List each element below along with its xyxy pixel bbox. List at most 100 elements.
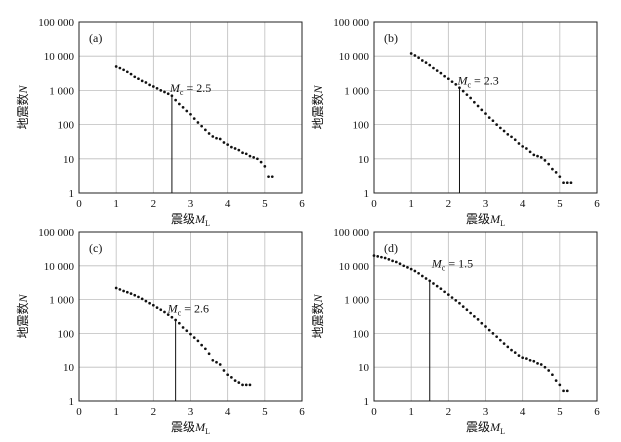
panel-d-data-point <box>387 258 391 261</box>
panel-a-x-tick-label: 2 <box>151 198 157 210</box>
panel-c-data-point <box>241 383 244 387</box>
panel-a-data-point <box>185 109 189 113</box>
panel-a-data-point <box>163 90 166 94</box>
panel-b-y-tick-label: 100 000 <box>333 17 369 29</box>
panel-d-data-point <box>510 348 513 352</box>
panel-a-data-point <box>174 98 177 102</box>
panel-a-data-point <box>207 132 211 135</box>
panel-b-data-point <box>469 96 472 100</box>
panel-d-x-tick-label: 3 <box>483 406 489 418</box>
panel-d-data-point <box>525 357 528 360</box>
panel-b-data-point <box>565 181 569 185</box>
panel-a-mc-label-value: = 2.5 <box>183 81 211 95</box>
panel-c-x-tick-label: 1 <box>113 406 119 418</box>
panel-c-data-point <box>196 339 200 343</box>
panel-d-data-point <box>502 342 506 345</box>
panel-d-data-point <box>513 351 517 354</box>
panel-c-data-point <box>114 286 118 290</box>
panel-c-data-point <box>248 383 252 387</box>
panel-a-data-point <box>133 75 137 79</box>
panel-c-data-point <box>215 360 218 364</box>
panel-b-mc-label-var: M <box>456 73 468 87</box>
panel-d-y-axis-label: 地震数N <box>310 294 325 339</box>
panel-a-y-tick-label: 100 000 <box>38 17 74 29</box>
panel-b-data-point <box>424 61 428 64</box>
panel-a-data-point <box>155 86 159 90</box>
panel-c-data-point <box>137 295 140 299</box>
panel-b-data-point <box>551 167 554 171</box>
panel-d-x-tick-label: 0 <box>371 406 377 418</box>
panel-d-data-point <box>558 383 562 387</box>
panel-d-data-point <box>539 363 543 366</box>
panel-a-y-axis-label: 地震数N <box>15 85 30 130</box>
panel-c-data-point <box>211 358 215 362</box>
panel-b-data-point <box>528 150 532 154</box>
panel-b-y-tick-label: 1 000 <box>344 85 369 97</box>
panel-a-data-point <box>200 124 203 128</box>
panel-d-data-point <box>499 338 502 342</box>
panel-b-data-point <box>473 100 476 104</box>
panel-c-y-tick-label: 10 <box>63 362 75 374</box>
panel-a-data-point <box>159 89 163 92</box>
panel-c-data-point <box>181 326 185 329</box>
panel-a-data-point <box>211 135 215 138</box>
panel-a-data-point <box>189 112 192 116</box>
panel-d-data-point <box>528 358 532 362</box>
panel-d-data-point <box>420 274 424 278</box>
panel-a-x-axis-label-prefix: 震级 <box>171 212 195 226</box>
panel-c-x-tick-label: 0 <box>76 406 82 418</box>
panel-a-data-point <box>181 105 185 109</box>
panel-c-data-point <box>207 352 211 356</box>
panel-c-data-point <box>226 373 230 377</box>
panel-d-data-point <box>543 365 547 369</box>
panel-b-data-point <box>562 181 565 185</box>
panel-a-data-point <box>140 79 144 83</box>
panel-d-data-point <box>491 332 495 335</box>
panel-b-y-tick-label: 10 000 <box>339 51 370 63</box>
panel-a-y-tick-label: 100 <box>58 120 75 132</box>
panel-d-data-point <box>391 259 394 263</box>
panel-b-data-point <box>409 52 413 55</box>
panel-b-mc-label-value: = 2.3 <box>471 73 499 87</box>
panel-c-data-point <box>230 376 233 379</box>
panel-c-y-tick-label: 10 000 <box>44 261 75 273</box>
panel-d-data-point <box>465 308 469 312</box>
panel-b-data-point <box>510 135 513 139</box>
panel-a-plot-frame <box>78 21 303 194</box>
panel-c-mc-label-sub: c <box>178 308 182 317</box>
panel-d-data-point <box>394 260 398 264</box>
panel-a-y-tick-label: 1 000 <box>49 85 74 97</box>
panel-d-x-tick-label: 5 <box>557 406 563 418</box>
panel-a-x-tick-label: 3 <box>188 198 194 210</box>
panel-b-x-axis-label-var: M <box>489 212 501 226</box>
panel-a-data-point <box>166 92 170 96</box>
panel-c-x-axis-label-sub: L <box>205 427 210 436</box>
panel-c-data-point <box>151 303 155 307</box>
panel-a-data-point <box>270 175 274 179</box>
panel-a-panel-label: (a) <box>89 31 102 45</box>
panel-d-mc-label-value: = 1.5 <box>445 256 473 270</box>
panel-d-data-point <box>446 293 450 297</box>
panel-a-data-point <box>148 83 151 87</box>
panel-b-data-point <box>446 77 450 81</box>
panel-a-data-point <box>204 128 207 132</box>
panel-d-data-point <box>432 282 435 285</box>
panel-d-data-point <box>398 262 402 266</box>
panel-a-data-point <box>237 148 241 152</box>
panel-d-data-point <box>536 361 539 365</box>
panel-a-data-point <box>196 121 200 124</box>
panel-b-data-point <box>417 56 420 60</box>
panel-d-x-tick-label: 1 <box>408 406 414 418</box>
panel-d-plot-frame <box>373 231 598 402</box>
panel-c-data-point <box>118 288 122 291</box>
panel-b-mc-label: Mc = 2.3 <box>456 73 498 89</box>
panel-c-mc-label: Mc = 2.6 <box>167 301 209 317</box>
panel-b-x-axis-label: 震级ML <box>466 212 505 228</box>
panel-d-data-point <box>413 269 417 273</box>
panel-d-x-tick-label: 2 <box>446 406 452 418</box>
panel-d-data-point <box>439 287 443 291</box>
panel-d-mc-label-var: M <box>431 256 443 270</box>
panel-b-y-axis-label-var: N <box>311 85 325 95</box>
